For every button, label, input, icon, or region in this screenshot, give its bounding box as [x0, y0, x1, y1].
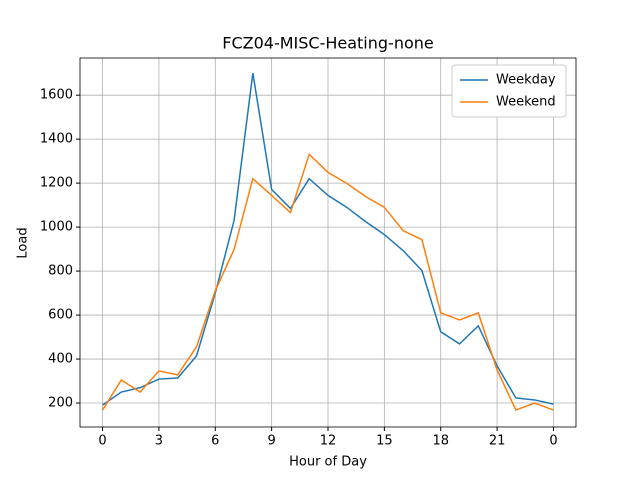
legend-label: Weekday: [496, 73, 556, 88]
legend-box: [451, 64, 567, 118]
chart-title: FCZ04-MISC-Heating-none: [222, 34, 433, 53]
legend-label: Weekend: [496, 95, 556, 110]
x-axis-label: Hour of Day: [289, 455, 367, 470]
x-tick-label: 12: [320, 434, 337, 449]
y-tick-label: 1000: [40, 220, 73, 235]
y-tick-label: 1200: [40, 176, 73, 191]
plot-frame: [79, 57, 577, 428]
x-tick-label: 18: [432, 434, 449, 449]
y-tick-label: 200: [48, 396, 73, 411]
data-line: [102, 73, 554, 406]
y-tick-label: 800: [48, 264, 73, 279]
x-tick-label: 6: [211, 434, 219, 449]
x-tick-label: 9: [267, 434, 275, 449]
x-tick-label: 21: [489, 434, 506, 449]
y-tick-label: 1400: [40, 132, 73, 147]
x-tick-label: 15: [376, 434, 393, 449]
x-tick-label: 0: [549, 434, 557, 449]
y-tick-label: 1600: [40, 88, 73, 103]
x-tick-label: 0: [98, 434, 106, 449]
data-line: [101, 152, 554, 412]
y-axis-label: Load: [16, 227, 31, 258]
y-tick-label: 400: [48, 352, 73, 367]
y-tick-label: 600: [48, 308, 73, 323]
x-tick-label: 3: [155, 434, 163, 449]
